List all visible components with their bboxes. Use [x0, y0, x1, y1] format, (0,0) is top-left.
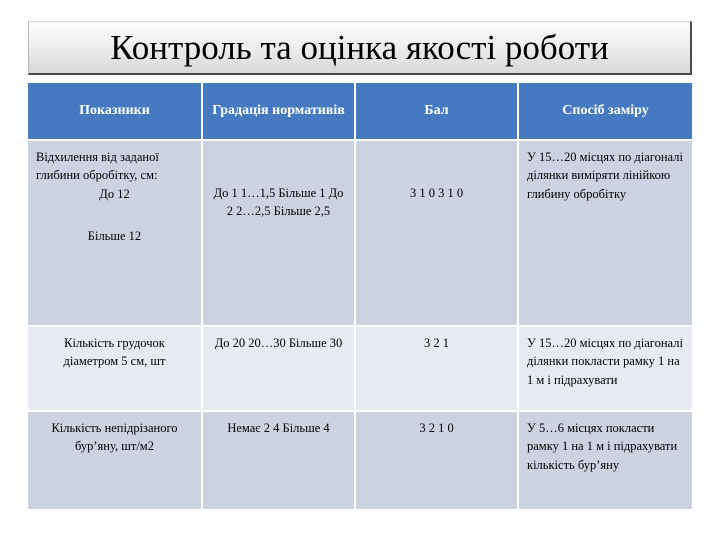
cell-method-3: У 5…6 місцях покласти рамку 1 на 1 м і п… [517, 411, 692, 509]
method-text: У 5…6 місцях покласти рамку 1 на 1 м і п… [527, 421, 678, 472]
score-value: 1 [442, 336, 449, 350]
score-value: 3 [424, 336, 431, 350]
score-1-spacer-b [364, 160, 509, 172]
gradation-value: 1…1,5 [240, 186, 276, 200]
gradation-value: Більше 2,5 [273, 204, 331, 219]
gradation-value: 20…30 [248, 336, 286, 350]
column-header-gradation: Градація нормативів [201, 83, 356, 141]
indicator-text: Кількість непідрізаного бур’яну, шт/м2 [51, 421, 178, 454]
cell-method-1: У 15…20 місцях по діагоналі ділянки вимі… [517, 140, 692, 327]
gradation-value: До 2 [226, 186, 344, 219]
cell-indicator-3: Кількість непідрізаного бур’яну, шт/м2 [28, 411, 203, 509]
column-header-score: Бал [354, 83, 519, 141]
cell-score-3: 3 2 1 0 [354, 411, 519, 509]
table-header-row: Показники Градація нормативів Бал Спосіб… [28, 83, 692, 141]
score-value: 3 [409, 186, 417, 200]
score-value: 3 [438, 186, 445, 200]
indicator-1-spacer-2 [36, 215, 193, 227]
column-header-gradation-line1: Градація [212, 102, 269, 118]
indicator-1-spacer [36, 203, 193, 215]
score-value: 2 [433, 336, 440, 350]
quality-control-table: Показники Градація нормативів Бал Спосіб… [28, 83, 692, 509]
gradation-value: 2 [263, 421, 271, 435]
score-1-spacer-c [364, 172, 509, 184]
gradation-1-spacer-a [211, 148, 346, 160]
indicator-text: Кількість грудочок діаметром 5 см, шт [63, 336, 166, 369]
table-row: Кількість грудочок діаметром 5 см, шт До… [28, 326, 692, 412]
gradation-1-spacer-b [211, 160, 346, 172]
score-1-spacer-a [364, 148, 509, 160]
cell-indicator-2: Кількість грудочок діаметром 5 см, шт [28, 326, 203, 412]
gradation-1-spacer-c [211, 172, 346, 184]
gradation-value: До 1 [213, 186, 238, 200]
column-header-gradation-line2: нормативів [272, 102, 345, 118]
page-title: Контроль та оцінка якості роботи [110, 28, 609, 67]
table-header: Показники Градація нормативів Бал Спосіб… [28, 83, 692, 141]
table-row: Кількість непідрізаного бур’яну, шт/м2 Н… [28, 411, 692, 509]
gradation-value: До 20 [214, 336, 246, 350]
score-value: 1 [447, 186, 454, 200]
score-value: 0 [447, 421, 454, 435]
score-value: 0 [456, 186, 464, 200]
table-body: Відхилення від заданої глибини обробітку… [28, 140, 692, 509]
indicator-1-sub2: Більше 12 [87, 229, 142, 244]
score-value: 0 [428, 186, 435, 200]
score-value: 3 [419, 421, 426, 435]
score-value: 2 [428, 421, 435, 435]
gradation-value: Немає [227, 421, 261, 435]
gradation-value: Більше 4 [282, 421, 330, 435]
column-header-method: Спосіб заміру [517, 83, 692, 141]
score-value: 1 [419, 186, 426, 200]
method-text: У 15…20 місцях по діагоналі ділянки вимі… [527, 150, 683, 201]
method-text: У 15…20 місцях по діагоналі ділянки покл… [527, 336, 683, 387]
column-header-indicators: Показники [28, 83, 203, 141]
gradation-value: Більше 1 [278, 186, 326, 200]
cell-score-1: 3 1 0 3 1 0 [354, 140, 519, 327]
cell-gradation-3: Немає 2 4 Більше 4 [201, 411, 356, 509]
cell-gradation-1: До 1 1…1,5 Більше 1 До 2 2…2,5 Більше 2,… [201, 140, 356, 327]
cell-gradation-2: До 20 20…30 Більше 30 [201, 326, 356, 412]
gradation-value: 2…2,5 [236, 204, 271, 219]
score-value: 1 [438, 421, 445, 435]
gradation-value: Більше 30 [288, 336, 343, 350]
slide-title-box: Контроль та оцінка якості роботи [28, 21, 692, 75]
gradation-value: 4 [273, 421, 280, 435]
cell-score-2: 3 2 1 [354, 326, 519, 412]
indicator-1-intro: Відхилення від заданої глибини обробітку… [36, 150, 159, 183]
table-row: Відхилення від заданої глибини обробітку… [28, 140, 692, 327]
cell-indicator-1: Відхилення від заданої глибини обробітку… [28, 140, 203, 327]
indicator-1-sub1: До 12 [99, 186, 130, 201]
cell-method-2: У 15…20 місцях по діагоналі ділянки покл… [517, 326, 692, 412]
